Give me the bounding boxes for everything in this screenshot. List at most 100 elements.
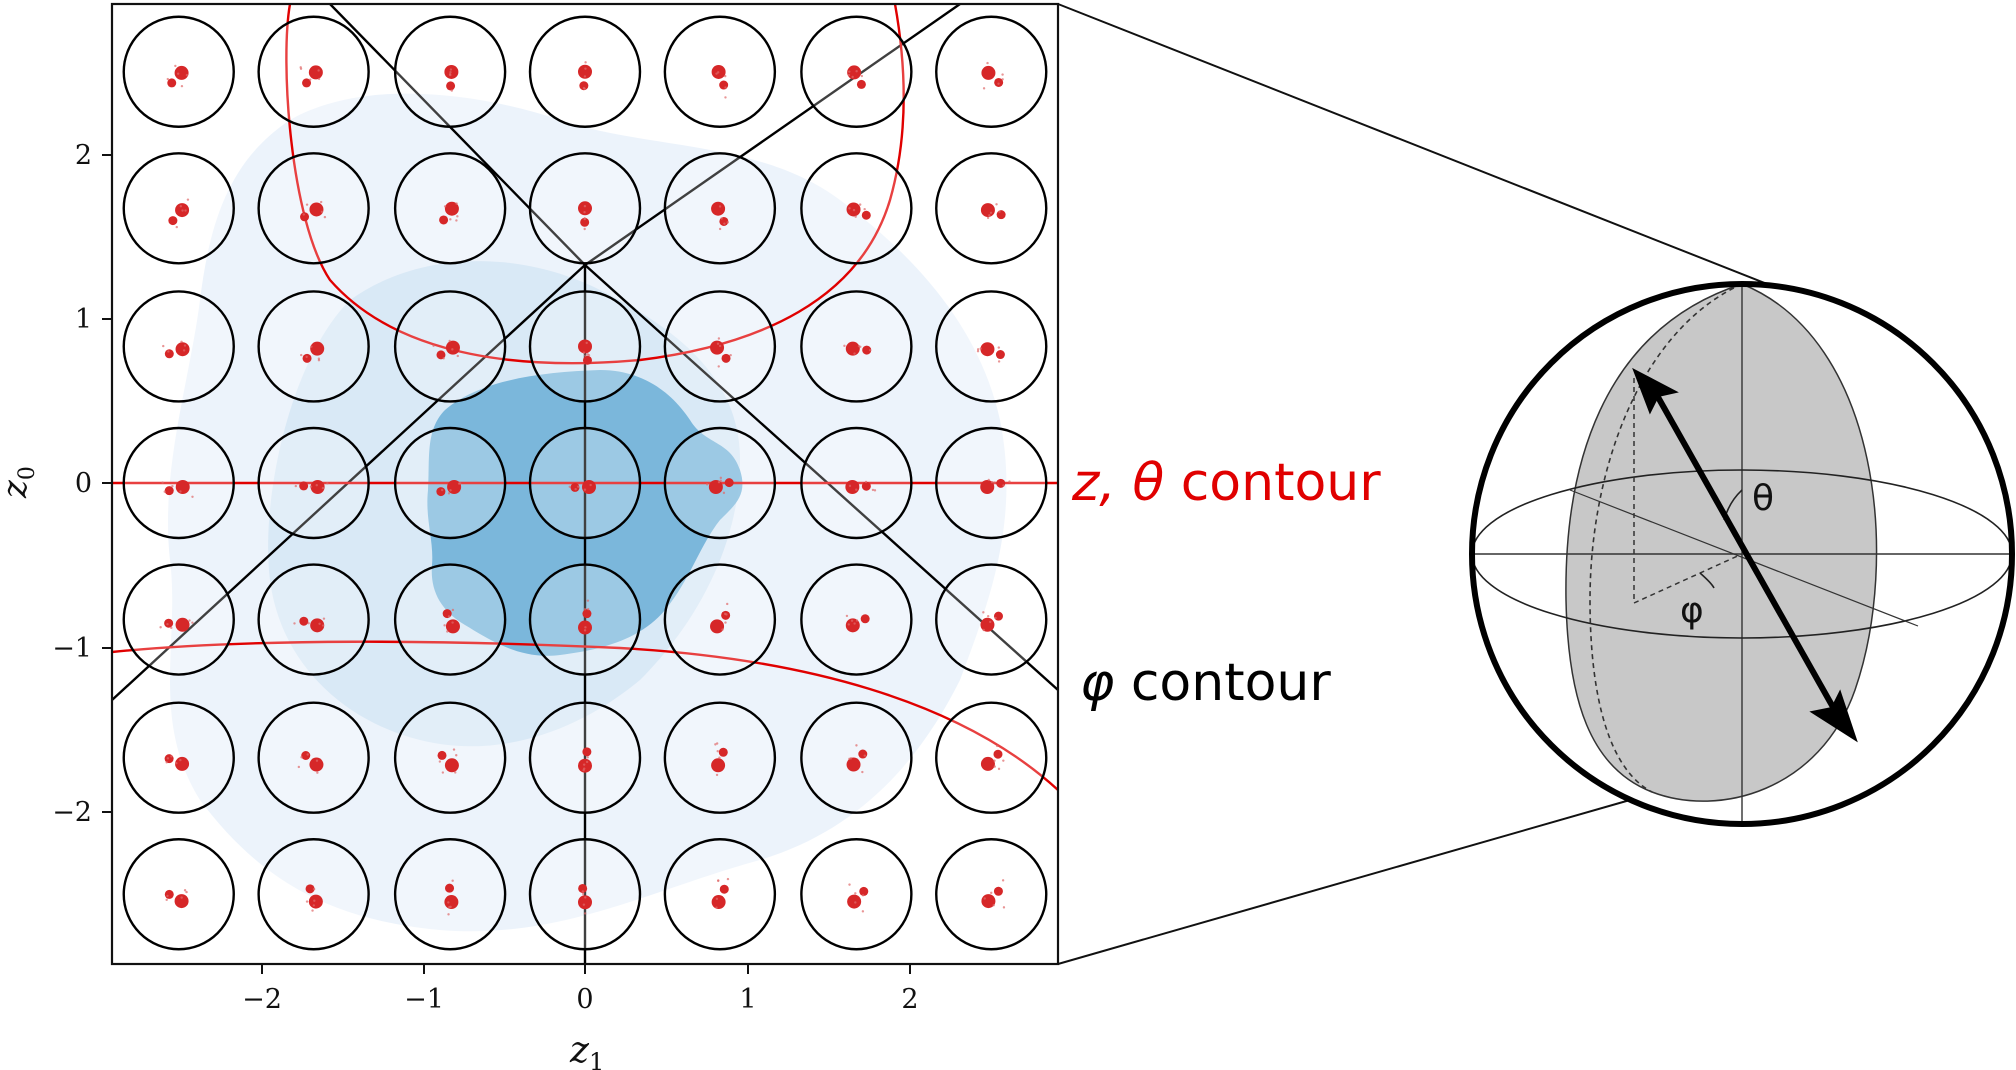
speckle-marker [726, 877, 730, 881]
embedding-cell[interactable] [800, 290, 913, 403]
speckle-marker [449, 218, 452, 221]
cell-circle [257, 838, 370, 951]
speckle-marker [188, 619, 191, 622]
speckle-marker [456, 215, 459, 218]
speckle-marker [997, 82, 1000, 85]
embedding-cell[interactable] [122, 290, 235, 403]
speckle-marker [723, 222, 726, 225]
embedding-cell[interactable] [935, 838, 1048, 951]
speckle-marker [843, 344, 846, 348]
embedding-cell[interactable] [800, 838, 913, 951]
small-marker [721, 353, 731, 363]
cell-circle [528, 701, 642, 814]
embedding-cell[interactable] [257, 563, 370, 676]
embedding-cell[interactable] [528, 15, 642, 128]
sphere-dashed-meridian [1589, 283, 1743, 793]
embedding-cell[interactable] [122, 563, 235, 676]
large-marker [845, 480, 860, 494]
embedding-cell[interactable] [663, 563, 777, 676]
large-marker [445, 619, 460, 634]
latent-space-plot: −2 −1 0 1 2 z1 2 1 0 −1 −2 z0 [0, 2, 1060, 1070]
speckle-marker [717, 480, 721, 484]
speckle-marker [449, 71, 452, 74]
speckle-marker [582, 767, 586, 770]
embedding-cell[interactable] [528, 426, 642, 540]
large-marker [710, 619, 725, 634]
embedding-cell[interactable] [393, 838, 507, 951]
embedding-cell[interactable] [935, 701, 1048, 814]
speckle-marker [853, 352, 856, 355]
embedding-cell[interactable] [800, 152, 913, 265]
embedding-cell[interactable] [257, 152, 370, 265]
embedding-cell[interactable] [663, 15, 777, 128]
embedding-cell[interactable] [528, 701, 642, 814]
speckle-marker [855, 619, 859, 622]
small-marker [300, 212, 310, 222]
speckle-marker [184, 209, 187, 212]
embedding-cell[interactable] [257, 15, 370, 128]
embedding-cell[interactable] [393, 152, 507, 265]
embedding-cell[interactable] [122, 152, 235, 265]
speckle-marker [166, 622, 169, 626]
embedding-cell[interactable] [257, 701, 370, 814]
speckle-marker [583, 912, 587, 915]
large-marker [980, 756, 995, 771]
embedding-cell[interactable] [800, 15, 913, 128]
embedding-cell[interactable] [122, 838, 235, 951]
y-axis-label: z0 [0, 466, 40, 499]
large-marker [310, 341, 325, 356]
embedding-cell[interactable] [663, 426, 777, 540]
speckle-marker [997, 767, 1001, 771]
speckle-marker [165, 761, 168, 764]
speckle-marker [449, 489, 452, 492]
speckle-marker [724, 74, 727, 78]
embedding-cell[interactable] [528, 838, 642, 951]
embedding-cell[interactable] [528, 152, 642, 265]
speckle-marker [990, 891, 993, 895]
embedding-cell[interactable] [257, 426, 370, 540]
embedding-cell[interactable] [393, 290, 507, 403]
cell-circle [528, 838, 642, 951]
density-map [167, 93, 1007, 932]
cell-circle [663, 838, 777, 951]
embedding-cell[interactable] [935, 15, 1048, 128]
embedding-cell[interactable] [257, 838, 370, 951]
speckle-marker [852, 208, 856, 212]
embedding-cell[interactable] [663, 701, 777, 814]
large-marker [309, 202, 324, 217]
embedding-cell[interactable] [393, 426, 507, 540]
speckle-marker [584, 626, 587, 629]
speckle-marker [979, 347, 982, 350]
speckle-marker [440, 488, 444, 492]
embedding-cell[interactable] [393, 701, 507, 814]
embedding-cell[interactable] [528, 563, 642, 676]
embedding-cell[interactable] [935, 290, 1048, 403]
embedding-cell[interactable] [800, 563, 913, 676]
large-marker [310, 480, 325, 494]
large-marker [308, 65, 323, 80]
embedding-cell[interactable] [122, 426, 235, 540]
speckle-marker [170, 626, 173, 630]
embedding-cell[interactable] [122, 15, 235, 128]
cell-circle [800, 838, 913, 951]
embedding-cell[interactable] [393, 563, 507, 676]
embedding-cell[interactable] [663, 838, 777, 951]
embedding-cell[interactable] [663, 290, 777, 403]
phi-contour-legend: φ contour [1080, 653, 1331, 713]
embedding-cell[interactable] [935, 426, 1048, 540]
embedding-cell[interactable] [663, 152, 777, 265]
speckle-marker [183, 344, 187, 347]
embedding-cell[interactable] [393, 15, 507, 128]
speckle-marker [163, 490, 166, 493]
embedding-cell[interactable] [257, 290, 370, 403]
embedding-cell[interactable] [800, 426, 913, 540]
embedding-cell[interactable] [528, 290, 642, 403]
embedding-cell[interactable] [122, 701, 235, 814]
speckle-marker [582, 351, 586, 354]
embedding-cell[interactable] [935, 563, 1048, 676]
embedding-cell[interactable] [935, 152, 1048, 265]
embedding-cell[interactable] [800, 701, 913, 814]
small-marker [858, 749, 868, 759]
speckle-marker [583, 204, 587, 208]
sphere-outline [1469, 281, 2015, 827]
